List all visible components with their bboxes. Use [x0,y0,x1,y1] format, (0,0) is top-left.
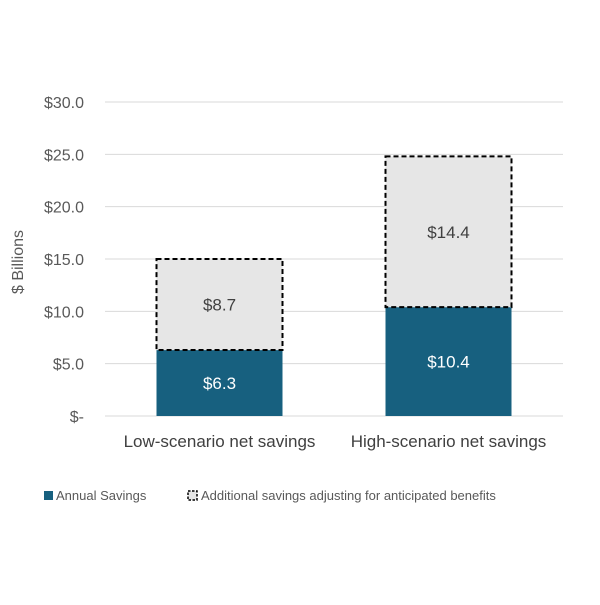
y-tick-label: $25.0 [44,147,84,164]
y-axis-title: $ Billions [10,230,27,294]
data-label: $10.4 [427,353,470,372]
legend-label: Additional savings adjusting for anticip… [201,488,496,503]
bar-segment-annual-savings [156,350,283,416]
bar-segment-annual-savings [385,307,512,416]
legend: Annual Savings Additional savings adjusti… [44,488,496,503]
bars [155,155,513,416]
y-tick-label: $- [70,409,84,426]
x-axis-tick-labels: Low-scenario net savings High-scenario ne… [124,432,547,451]
y-axis-tick-labels: $- $5.0 $10.0 $15.0 $20.0 $25.0 $30.0 [44,95,84,426]
y-tick-label: $20.0 [44,200,84,217]
data-label: $8.7 [203,296,236,315]
bar-segment-additional-savings [155,258,284,352]
data-label: $6.3 [203,374,236,393]
legend-label: Annual Savings [56,488,147,503]
y-tick-label: $5.0 [53,357,84,374]
bar-segment-additional-savings [384,155,513,309]
y-axis-title-group: $ Billions [10,230,27,294]
legend-swatch-annual-savings [44,491,53,500]
y-tick-label: $10.0 [44,304,84,321]
legend-swatch-additional-savings [187,490,198,501]
y-tick-label: $15.0 [44,252,84,269]
data-label: $14.4 [427,223,470,242]
x-tick-label: High-scenario net savings [351,432,547,451]
x-tick-label: Low-scenario net savings [124,432,316,451]
data-labels: $6.3 $8.7 $10.4 $14.4 [203,223,470,393]
y-tick-label: $30.0 [44,95,84,112]
